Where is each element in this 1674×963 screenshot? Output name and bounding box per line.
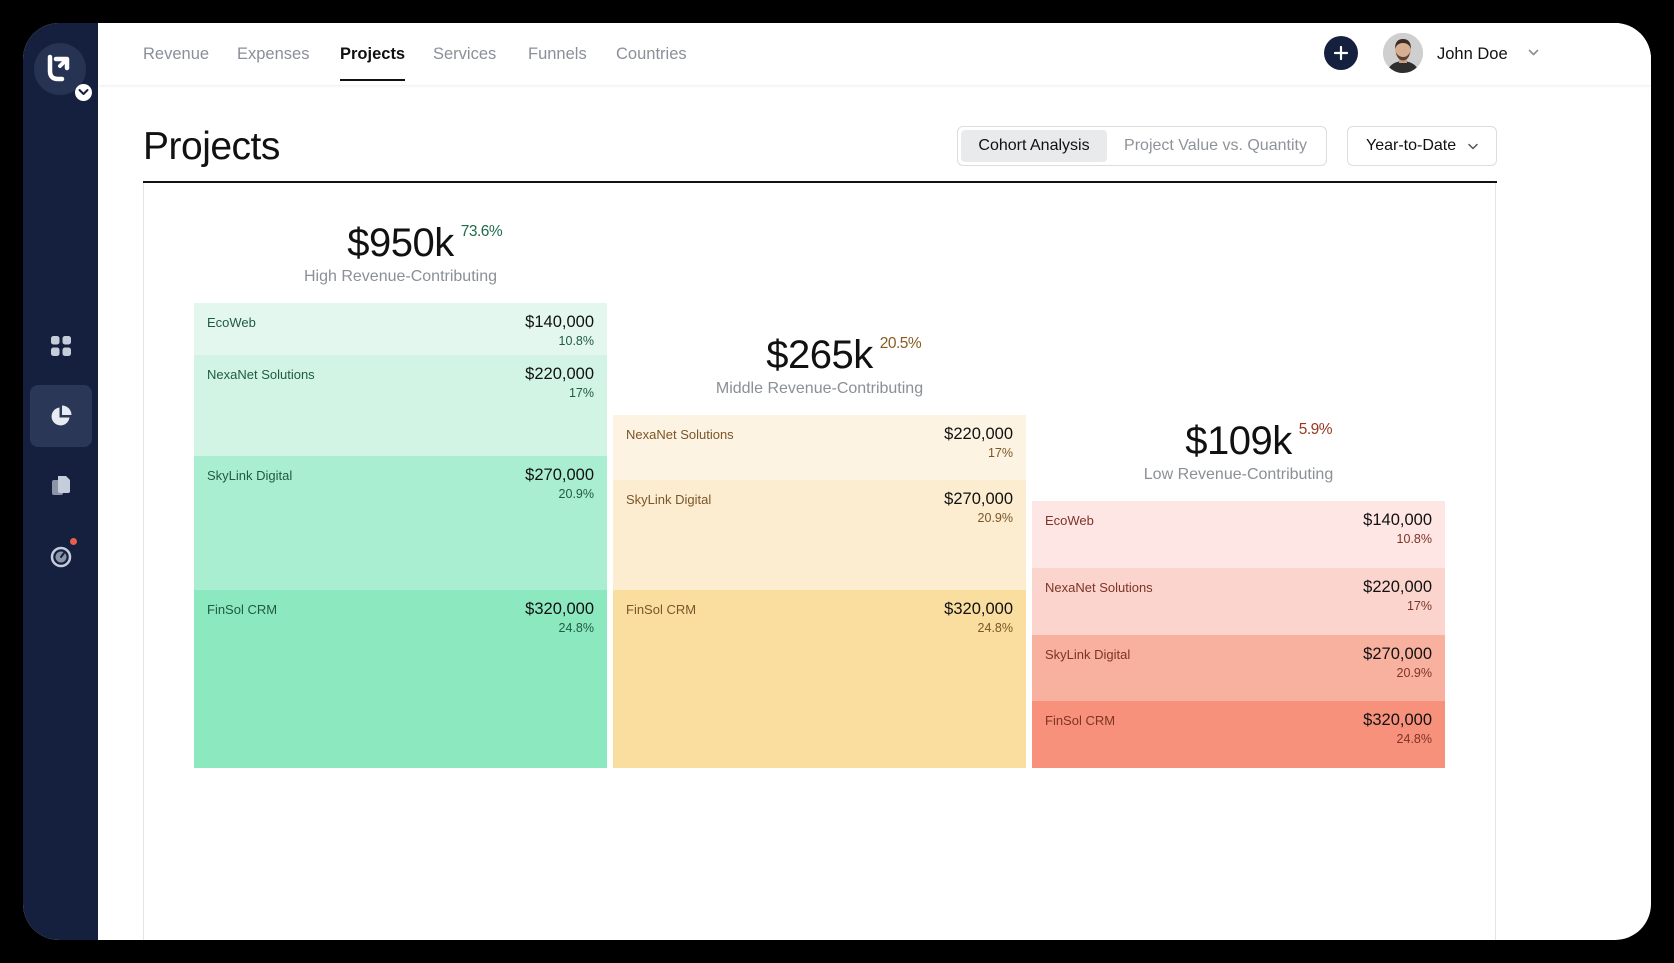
cohort-share: 73.6% [460, 223, 503, 240]
tab-countries[interactable]: Countries [616, 45, 687, 63]
view-toggle: Cohort Analysis Project Value vs. Quanti… [957, 126, 1327, 166]
chevron-down-icon[interactable] [1528, 49, 1539, 57]
cohort-total: $950k 73.6% [347, 221, 503, 265]
view-option-cohort-analysis[interactable]: Cohort Analysis [961, 130, 1107, 162]
project-cell[interactable]: FinSol CRM $320,000 24.8% [1032, 701, 1445, 768]
project-cell[interactable]: EcoWeb $140,000 10.8% [194, 303, 607, 355]
chevron-down-icon [78, 89, 89, 95]
cohort-total: $109k 5.9% [1185, 419, 1333, 463]
date-range-value: Year-to-Date [1366, 137, 1457, 154]
pie-chart-icon [51, 405, 72, 426]
plus-icon [1333, 45, 1349, 61]
project-cell[interactable]: NexaNet Solutions $220,000 17% [613, 415, 1026, 480]
top-navigation: Revenue Expenses Projects Services Funne… [98, 23, 1651, 85]
header-divider [143, 181, 1497, 183]
sidebar [23, 23, 98, 940]
project-cell[interactable]: SkyLink Digital $270,000 20.9% [613, 480, 1026, 590]
cohort-total: $265k 20.5% [766, 333, 922, 377]
logo-mark-icon [47, 54, 70, 82]
cohort-label: Middle Revenue-Contributing [715, 380, 924, 397]
project-value: $320,000 [525, 600, 594, 618]
project-percent: 10.8% [558, 334, 594, 348]
cohort-label: Low Revenue-Contributing [1143, 466, 1334, 483]
chevron-down-icon [1468, 143, 1478, 150]
project-name: NexaNet Solutions [626, 427, 734, 442]
app-window: Revenue Expenses Projects Services Funne… [23, 23, 1651, 940]
project-cell[interactable]: NexaNet Solutions $220,000 17% [194, 355, 607, 456]
project-percent: 10.8% [1396, 532, 1432, 546]
tab-services[interactable]: Services [433, 45, 497, 63]
date-range-select[interactable]: Year-to-Date [1347, 126, 1497, 166]
dashboard-grid-icon [51, 336, 71, 356]
project-value: $220,000 [1363, 578, 1432, 596]
project-value: $140,000 [1363, 511, 1432, 529]
view-option-value-vs-quantity[interactable]: Project Value vs. Quantity [1124, 137, 1307, 154]
tab-projects[interactable]: Projects [340, 45, 406, 81]
tab-expenses[interactable]: Expenses [237, 45, 310, 63]
page-title: Projects [143, 125, 280, 168]
project-cell[interactable]: FinSol CRM $320,000 24.8% [613, 590, 1026, 768]
project-percent: 24.8% [1396, 732, 1432, 746]
add-button[interactable] [1324, 36, 1358, 70]
project-value: $140,000 [525, 313, 594, 331]
project-cell[interactable]: SkyLink Digital $270,000 20.9% [194, 456, 607, 590]
project-value: $270,000 [1363, 645, 1432, 663]
project-cell[interactable]: FinSol CRM $320,000 24.8% [194, 590, 607, 768]
project-percent: 17% [1406, 599, 1432, 613]
cohort-share: 20.5% [879, 335, 922, 352]
project-percent: 24.8% [977, 621, 1013, 635]
project-cell[interactable]: NexaNet Solutions $220,000 17% [1032, 568, 1445, 635]
project-cell[interactable]: SkyLink Digital $270,000 20.9% [1032, 635, 1445, 701]
tab-revenue[interactable]: Revenue [143, 45, 210, 63]
project-value: $220,000 [944, 425, 1013, 443]
project-value: $320,000 [944, 600, 1013, 618]
timer-icon [50, 546, 72, 568]
sidebar-item-timer[interactable] [30, 525, 92, 587]
project-percent: 24.8% [558, 621, 594, 635]
notification-dot [70, 538, 77, 545]
project-name: SkyLink Digital [1045, 647, 1131, 662]
cohort-header: $950k 73.6% High Revenue-Contributing [194, 221, 607, 286]
cohort-header: $265k 20.5% Middle Revenue-Contributing [613, 333, 1026, 398]
sidebar-item-dashboard[interactable] [30, 315, 92, 377]
project-cell[interactable]: EcoWeb $140,000 10.8% [1032, 501, 1445, 568]
documents-icon [52, 476, 70, 495]
project-name: FinSol CRM [626, 602, 697, 617]
project-percent: 17% [568, 386, 594, 400]
project-name: FinSol CRM [1045, 713, 1116, 728]
project-name: EcoWeb [1045, 513, 1094, 528]
workspace-switch-badge[interactable] [75, 84, 92, 101]
project-percent: 20.9% [1396, 666, 1432, 680]
sidebar-item-analytics[interactable] [30, 385, 92, 447]
user-name[interactable]: John Doe [1437, 45, 1508, 63]
cohort-share: 5.9% [1298, 421, 1333, 438]
project-value: $270,000 [944, 490, 1013, 508]
cohort-analysis-card [143, 183, 1496, 940]
project-value: $220,000 [525, 365, 594, 383]
project-name: SkyLink Digital [626, 492, 712, 507]
project-percent: 20.9% [977, 511, 1013, 525]
project-name: NexaNet Solutions [207, 367, 315, 382]
app-logo[interactable] [34, 43, 92, 101]
project-percent: 20.9% [558, 487, 594, 501]
project-name: FinSol CRM [207, 602, 278, 617]
project-percent: 17% [987, 446, 1013, 460]
tab-funnels[interactable]: Funnels [528, 45, 587, 63]
project-value: $320,000 [1363, 711, 1432, 729]
project-name: SkyLink Digital [207, 468, 293, 483]
sidebar-item-documents[interactable] [30, 455, 92, 517]
avatar[interactable] [1383, 33, 1423, 73]
project-value: $270,000 [525, 466, 594, 484]
cohort-header: $109k 5.9% Low Revenue-Contributing [1032, 419, 1445, 484]
user-photo-icon [1383, 33, 1423, 73]
cohort-label: High Revenue-Contributing [304, 268, 497, 285]
project-name: NexaNet Solutions [1045, 580, 1153, 595]
project-name: EcoWeb [207, 315, 256, 330]
